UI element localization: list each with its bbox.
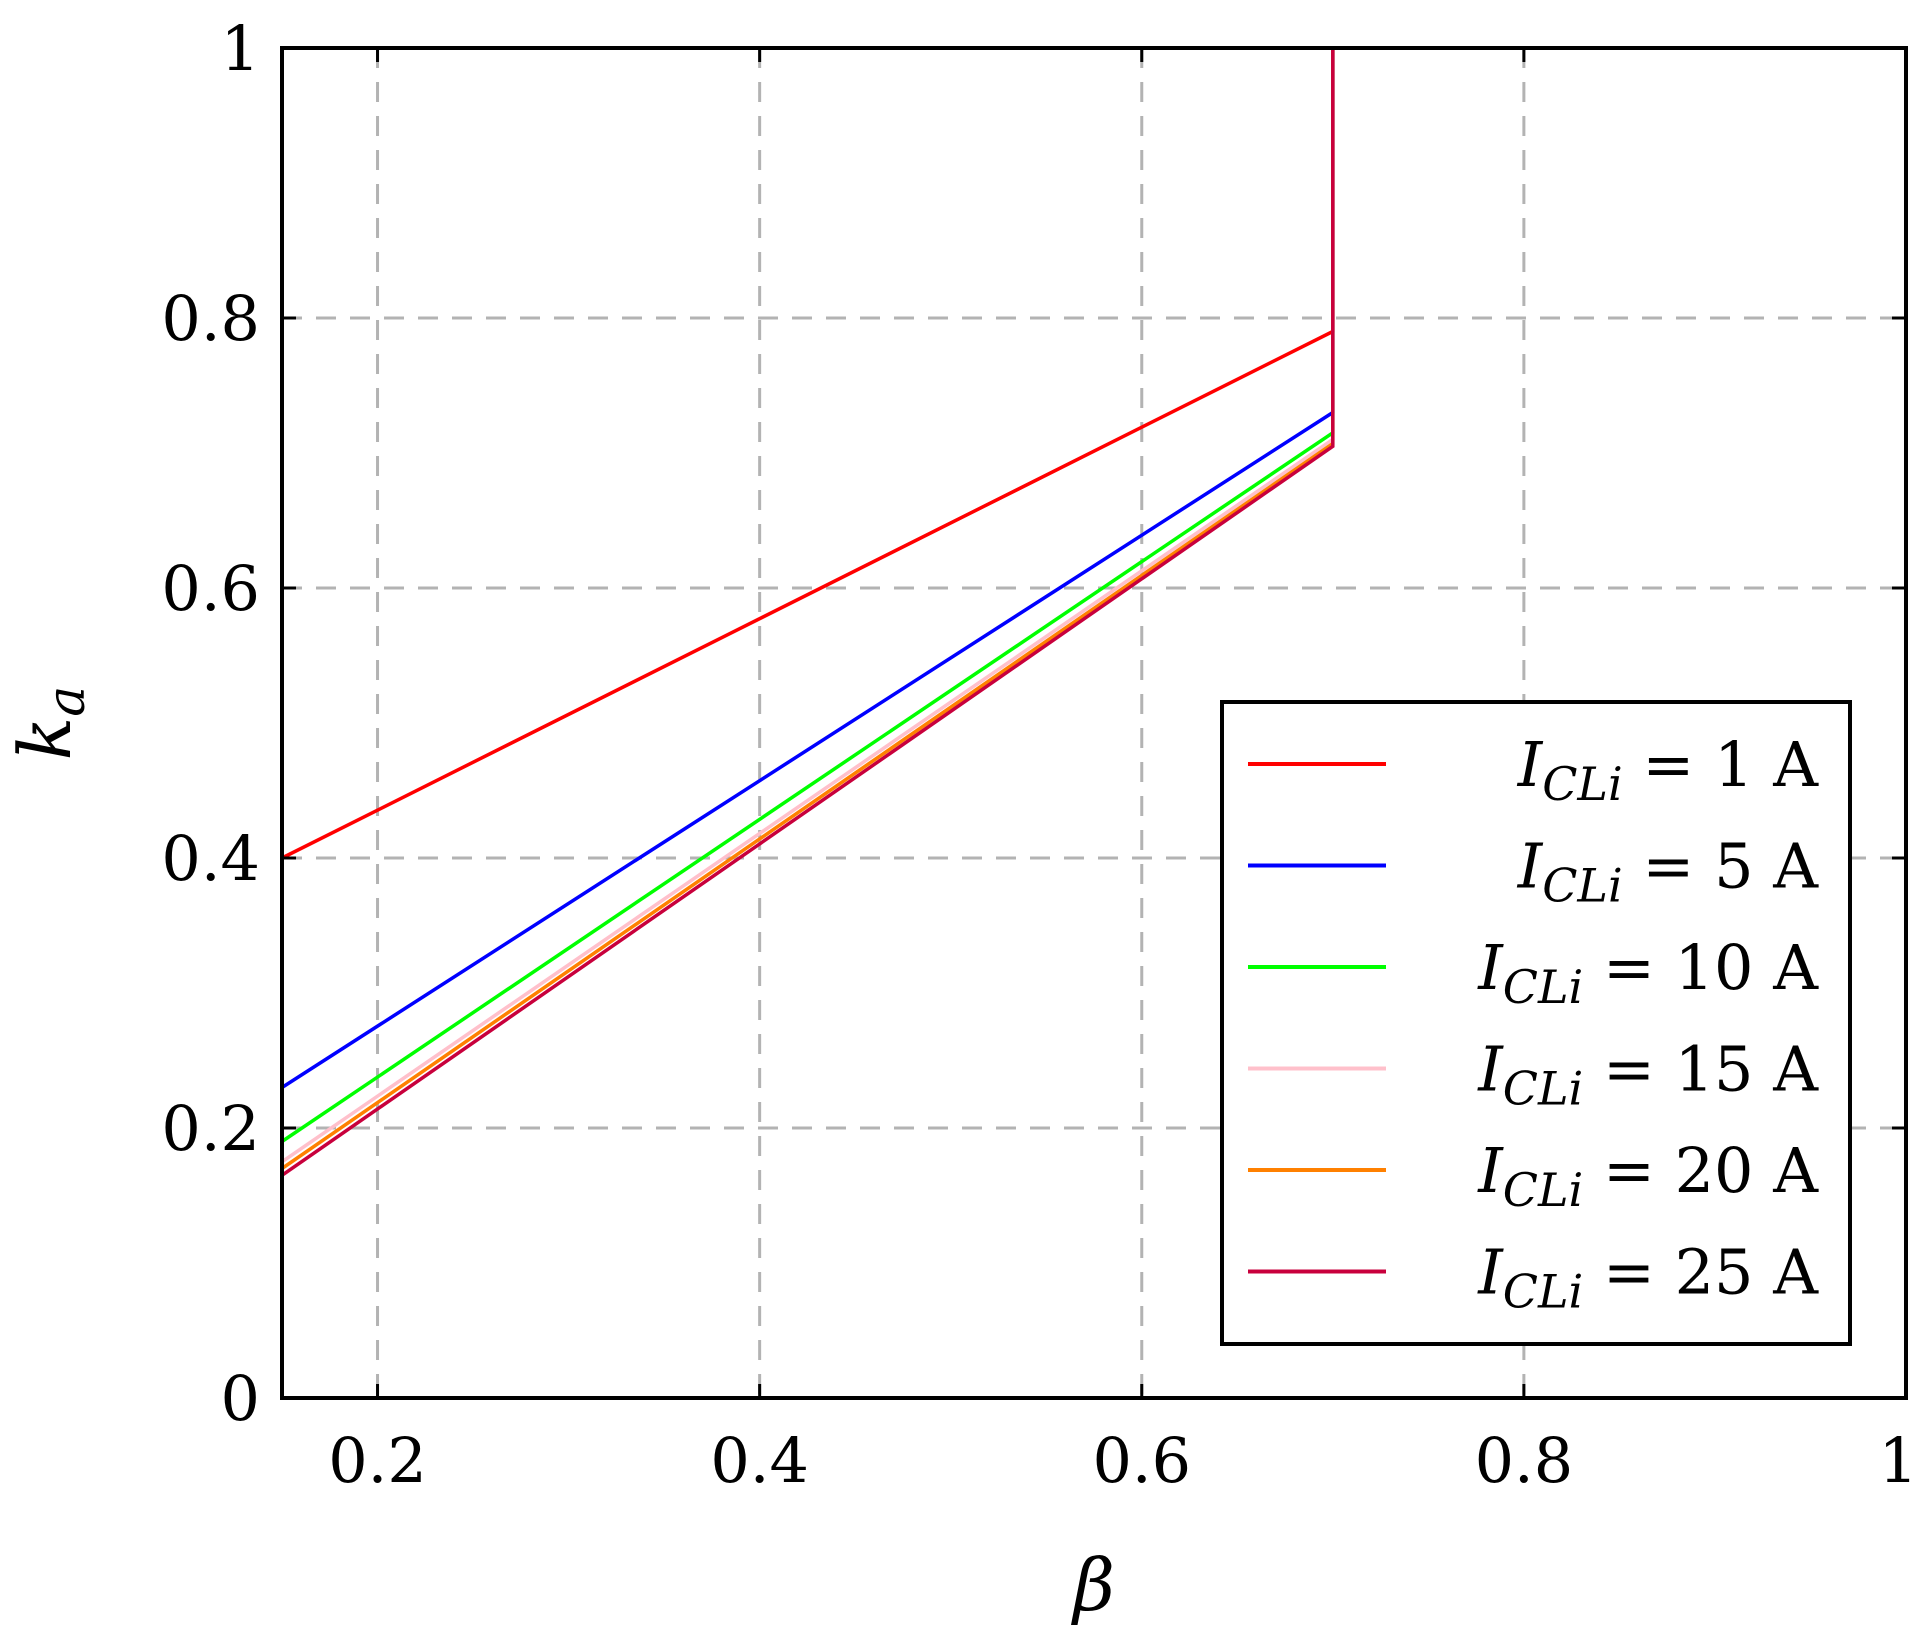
y-tick-label: 0.4 bbox=[161, 822, 260, 895]
x-tick-label: 0.2 bbox=[328, 1424, 427, 1497]
legend: ICLi = 1 A ICLi = 5 A ICLi = 10 A ICLi = 15… bbox=[1220, 700, 1852, 1346]
legend-label-3: ICLi = 10 A bbox=[1477, 931, 1819, 1014]
y-tick-label: 0 bbox=[221, 1362, 260, 1435]
x-tick-label: 0.6 bbox=[1092, 1424, 1191, 1497]
legend-label-5: ICLi = 20 A bbox=[1477, 1134, 1819, 1217]
legend-box bbox=[1220, 700, 1852, 1346]
y-tick-label: 0.2 bbox=[161, 1092, 260, 1165]
legend-label-4: ICLi = 15 A bbox=[1477, 1033, 1819, 1116]
y-tick-label: 1 bbox=[221, 12, 260, 85]
x-tick-label: 0.8 bbox=[1475, 1424, 1574, 1497]
y-axis-title: ka bbox=[3, 686, 97, 761]
axis-ticks: 0.2 0.4 0.6 0.8 1 0 0.2 0.4 0.6 0.8 1 bbox=[161, 12, 1918, 1497]
legend-label-6: ICLi = 25 A bbox=[1477, 1236, 1819, 1319]
x-tick-label: 0.4 bbox=[710, 1424, 809, 1497]
y-tick-label: 0.8 bbox=[161, 282, 260, 355]
legend-label-2: ICLi = 5 A bbox=[1517, 830, 1819, 913]
y-tick-label: 0.6 bbox=[161, 552, 260, 625]
plot-frame bbox=[280, 46, 1908, 1400]
legend-label-1: ICLi = 1 A bbox=[1517, 728, 1819, 811]
x-tick-label: 1 bbox=[1879, 1424, 1918, 1497]
x-axis-title: β bbox=[1070, 1543, 1115, 1627]
